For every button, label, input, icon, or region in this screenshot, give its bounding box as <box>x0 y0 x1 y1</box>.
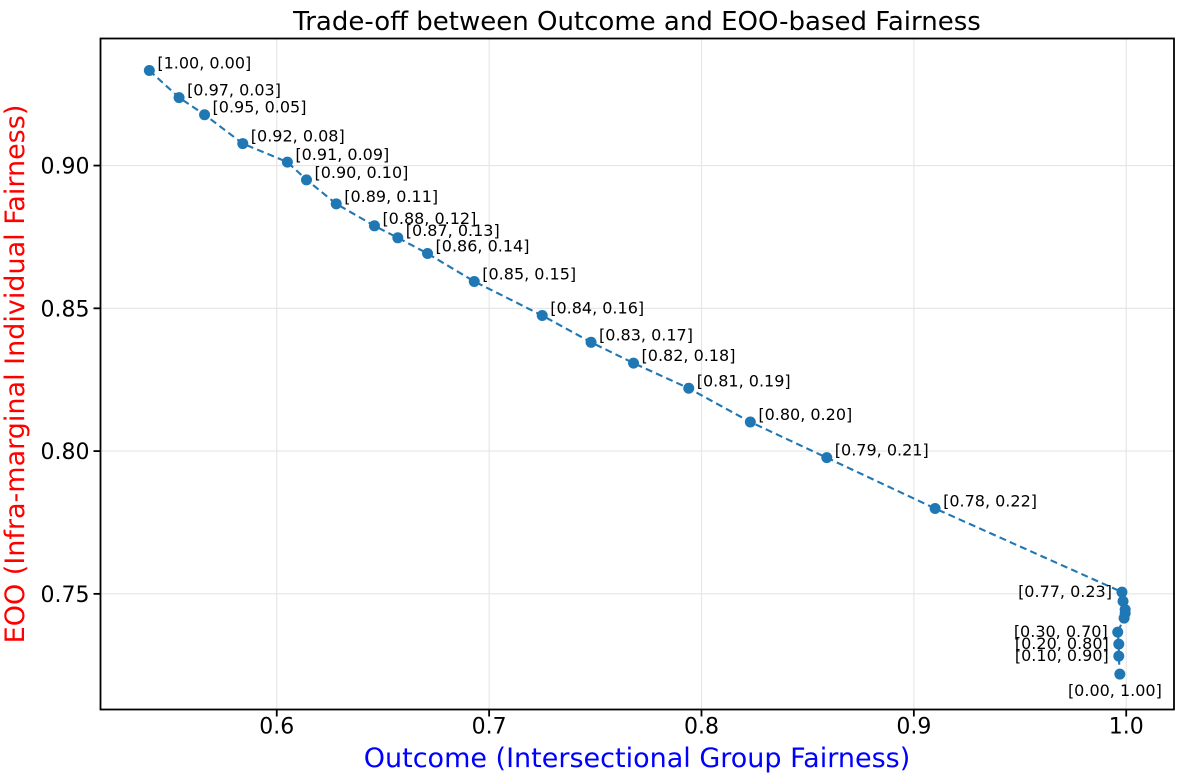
axes-layer: 0.6 0.7 0.8 0.9 1.0 0.75 0.80 0.85 0.90 <box>41 155 1144 740</box>
point-label: [0.91, 0.09] <box>295 145 389 164</box>
point-label: [0.84, 0.16] <box>550 298 644 317</box>
data-point <box>1118 612 1130 624</box>
grid-layer <box>100 38 1174 710</box>
point-label: [0.00, 1.00] <box>1068 681 1162 700</box>
point-label: [0.78, 0.22] <box>943 491 1037 510</box>
point-label: [0.82, 0.18] <box>642 346 736 365</box>
x-tick-label-0.9: 0.9 <box>896 715 931 740</box>
data-point <box>143 64 155 76</box>
point-label: [1.00, 0.00] <box>157 53 251 72</box>
point-label: [0.88, 0.12] <box>382 209 476 228</box>
series-layer <box>143 64 1131 680</box>
data-point <box>199 109 211 121</box>
plot-border <box>99 37 1175 711</box>
point-label: [0.83, 0.17] <box>599 325 693 344</box>
data-point <box>281 156 293 168</box>
y-axis-label: EOO (Infra-marginal Individual Fairness) <box>0 105 31 644</box>
data-point <box>1113 650 1125 662</box>
annotations-layer: [1.00, 0.00] [0.97, 0.03][0.95, 0.05] [0.9… <box>157 53 1162 700</box>
data-point <box>368 220 380 232</box>
x-tick-label-1.0: 1.0 <box>1109 715 1144 740</box>
data-point <box>1112 626 1124 638</box>
data-point <box>929 502 941 514</box>
point-label: [0.10, 0.90] <box>1015 646 1109 665</box>
point-label: [0.81, 0.19] <box>697 371 791 390</box>
data-point <box>1113 638 1125 650</box>
point-label: [0.89, 0.11] <box>344 187 438 206</box>
data-point <box>173 92 185 104</box>
point-label: [0.77, 0.23] <box>1018 582 1112 601</box>
y-tick-label-0.90: 0.90 <box>41 155 90 180</box>
data-point <box>585 336 597 348</box>
data-point <box>1114 668 1126 680</box>
point-label: [0.30, 0.70] <box>1014 622 1108 641</box>
point-label: [0.20, 0.80] <box>1015 634 1109 653</box>
point-label: [0.80, 0.20] <box>758 405 852 424</box>
point-label: [0.95, 0.05] <box>213 98 307 117</box>
point-label: [0.92, 0.08] <box>251 127 345 146</box>
data-point <box>468 275 480 287</box>
data-point <box>300 174 312 186</box>
y-tick-label-0.80: 0.80 <box>41 440 90 465</box>
chart-title: Trade-off between Outcome and EOO-based … <box>292 7 981 37</box>
data-point <box>628 357 640 369</box>
data-point <box>392 232 404 244</box>
data-point <box>1117 595 1129 607</box>
data-point <box>237 138 249 150</box>
point-label: [0.87, 0.13] <box>406 221 500 240</box>
point-label: [0.79, 0.21] <box>835 441 929 460</box>
data-point <box>1116 586 1128 598</box>
x-tick-label-0.8: 0.8 <box>684 715 719 740</box>
y-tick-label-0.75: 0.75 <box>41 583 90 608</box>
point-label: [0.97, 0.03] <box>187 81 281 100</box>
data-point <box>422 248 434 260</box>
x-tick-label-0.7: 0.7 <box>472 715 507 740</box>
point-label: [0.90, 0.10] <box>314 163 408 182</box>
data-point <box>330 198 342 210</box>
y-tick-label-0.85: 0.85 <box>41 297 90 322</box>
data-point <box>536 309 548 321</box>
point-label: [0.86, 0.14] <box>436 237 530 256</box>
data-point <box>683 382 695 394</box>
point-label: [0.85, 0.15] <box>482 264 576 283</box>
data-point <box>821 452 833 464</box>
data-point <box>744 416 756 428</box>
x-tick-label-0.6: 0.6 <box>259 715 294 740</box>
x-axis-label: Outcome (Intersectional Group Fairness) <box>364 743 911 774</box>
